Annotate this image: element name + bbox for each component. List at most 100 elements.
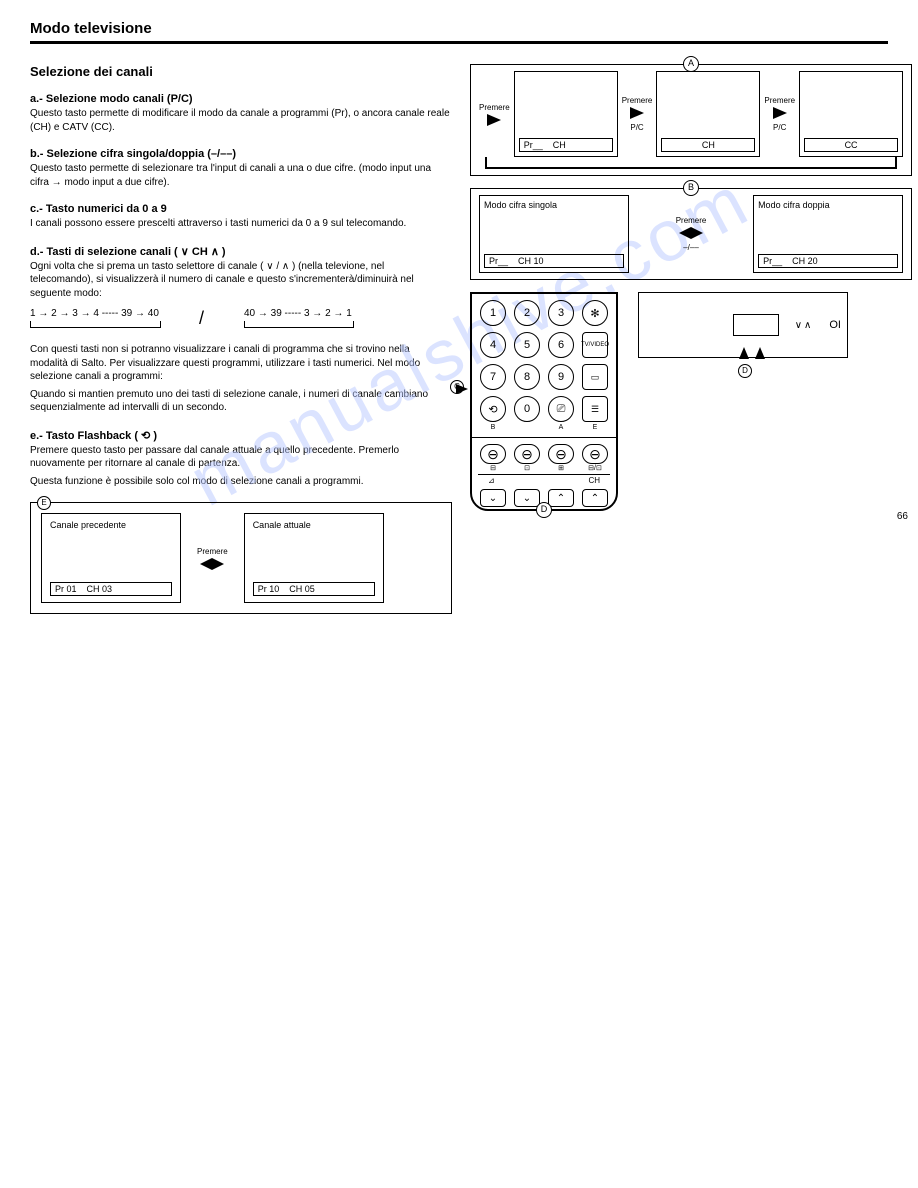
remote-ch-up[interactable]: ⌃ [548,489,574,507]
content-columns: Selezione dei canali a.- Selezione modo … [30,64,888,614]
diagram-a-pc-1: P/C [630,123,643,132]
section-d-text3: Quando si mantien premuto uno dei tasti … [30,388,450,415]
panel-oi: OI [829,319,841,331]
arrow-right-icon [630,107,644,119]
remote-wrapper: C 1 2 3 ✻ 4 5 6 TV/VIDEO 7 8 9 [470,292,618,511]
remote-panel-row: C 1 2 3 ✻ 4 5 6 TV/VIDEO 7 8 9 [470,292,912,511]
remote-key-tvvideo[interactable]: TV/VIDEO [582,332,608,358]
arrow-right-icon [487,114,501,126]
remote-oval-3[interactable]: ⊖ [548,444,574,464]
remote-oval-1[interactable]: ⊖ [480,444,506,464]
diagram-b-ch2: CH 20 [792,256,818,266]
double-arrow-icon [200,558,224,570]
diagram-b-screen2: Modo cifra doppia Pr__ CH 20 [753,195,903,273]
diagram-a-press-3: Premere [764,96,795,105]
section-title: Selezione dei canali [30,64,450,79]
section-c-title: c.- Tasto numerici da 0 a 9 [30,203,450,215]
remote-key-menu[interactable]: ☰ [582,396,608,422]
diagram-a-loopback [485,157,897,169]
sequence-up-text: 1 → 2 → 3 → 4 ----- 39 → 40 [30,308,159,319]
section-a-text: Questo tasto permette di modificare il m… [30,107,450,134]
remote-key-5[interactable]: 5 [514,332,540,358]
diagram-e-press: Premere [197,547,228,556]
remote-lbl-empty [514,424,540,431]
remote-vol-down[interactable]: ⌄ [480,489,506,507]
diagram-a-pc-2: P/C [773,123,786,132]
remote-ch-label: CH [588,476,600,485]
remote-key-8[interactable]: 8 [514,364,540,390]
panel-arrow-2-icon [755,347,765,359]
remote-icon-1: ⊟ [480,464,506,472]
diagram-b-row: Modo cifra singola Pr__ CH 10 Premere –/… [479,195,903,273]
page-number: 66 [897,511,908,522]
diagram-e-bar-curr: Pr 10 CH 05 [253,582,375,596]
diagram-a-arrow-in: Premere [479,103,510,126]
diagram-b-pr2: Pr__ [763,256,782,266]
section-e-title: e.- Tasto Flashback ( ⟲ ) [30,429,450,442]
sequence-divider: / [199,308,204,329]
diagram-e: E Canale precedente Pr 01 CH 03 Premere … [30,502,452,614]
remote-lbl-e: E [582,424,608,431]
diagram-a-bar2: CH [661,138,755,152]
section-d-text2: Con questi tasti non si potranno visuali… [30,343,450,384]
remote-keypad: 1 2 3 ✻ 4 5 6 TV/VIDEO 7 8 9 ▭ ⟲ 0 [478,300,610,422]
diagram-e-caption-prev: Canale precedente [50,520,172,530]
sequence-down: 40 → 39 ----- 3 → 2 → 1 [244,308,352,329]
sequence-down-text: 40 → 39 ----- 3 → 2 → 1 [244,308,352,319]
remote-icon-4: ⊟/⊡ [582,464,608,472]
remote-vol-label: ⊿ [488,476,495,485]
diagram-b-pr1: Pr__ [489,256,508,266]
remote-key-1[interactable]: 1 [480,300,506,326]
diagram-a-bar3: CC [804,138,898,152]
remote-lbl-a: A [548,424,574,431]
diagram-b-arrow: Premere –/–– [676,216,707,252]
diagram-e-curr-ch: CH 05 [289,584,315,594]
remote-key-6[interactable]: 6 [548,332,574,358]
diagram-a-ch2: CH [702,140,715,150]
diagram-e-label: E [37,496,51,510]
diagram-e-arrow: Premere [197,547,228,570]
page-title: Modo televisione [30,20,888,44]
diagram-e-curr-pr: Pr 10 [258,584,280,594]
diagram-b-label: B [683,180,699,196]
diagram-a-arrow3: Premere P/C [764,96,795,132]
sequence-down-loop [244,321,354,328]
remote-key-pc[interactable]: ⎚ [548,396,574,422]
diagram-b-caption1: Modo cifra singola [484,200,624,210]
remote-oval-4[interactable]: ⊖ [582,444,608,464]
remote-key-display[interactable]: ▭ [582,364,608,390]
panel-wrapper: ∨∧ OI D [638,292,848,358]
remote-ch-down[interactable]: ⌃ [582,489,608,507]
section-d-text: Ogni volta che si prema un tasto seletto… [30,260,450,301]
remote-oval-2[interactable]: ⊖ [514,444,540,464]
diagram-a-bar1: Pr__ CH [519,138,613,152]
remote-key-flashback[interactable]: ⟲ [480,396,506,422]
remote-key-4[interactable]: 4 [480,332,506,358]
remote-vol-ch-labels: ⊿ CH [478,474,610,485]
diagram-e-screen-curr: Canale attuale Pr 10 CH 05 [244,513,384,603]
tv-panel-inner: ∨∧ OI [645,299,841,351]
diagram-d-label: D [738,364,752,378]
diagram-a-press-2: Premere [622,96,653,105]
section-e-text2: Questa funzione è possibile solo col mod… [30,475,450,489]
sequence-row: 1 → 2 → 3 → 4 ----- 39 → 40 / 40 → 39 --… [30,308,450,329]
arrow-right-icon [773,107,787,119]
diagram-e-prev-pr: Pr 01 [55,584,77,594]
remote-key-3[interactable]: 3 [548,300,574,326]
sequence-up: 1 → 2 → 3 → 4 ----- 39 → 40 [30,308,159,329]
remote-mid-icons: ⊟ ⊡ ⊞ ⊟/⊡ [478,464,610,472]
remote-key-7[interactable]: 7 [480,364,506,390]
diagram-b-caption2: Modo cifra doppia [758,200,898,210]
remote-vol-up[interactable]: ⌄ [514,489,540,507]
sequence-up-loop [30,321,161,328]
diagram-a-pr1: Pr__ [524,140,543,150]
remote-key-9[interactable]: 9 [548,364,574,390]
left-column: Selezione dei canali a.- Selezione modo … [30,64,450,614]
remote-key-mute[interactable]: ✻ [582,300,608,326]
diagram-e-caption-curr: Canale attuale [253,520,375,530]
section-b-title: b.- Selezione cifra singola/doppia (–/––… [30,148,450,160]
diagram-a-arrow2: Premere P/C [622,96,653,132]
remote-key-0[interactable]: 0 [514,396,540,422]
remote-key-2[interactable]: 2 [514,300,540,326]
remote-label-d: D [536,502,552,518]
